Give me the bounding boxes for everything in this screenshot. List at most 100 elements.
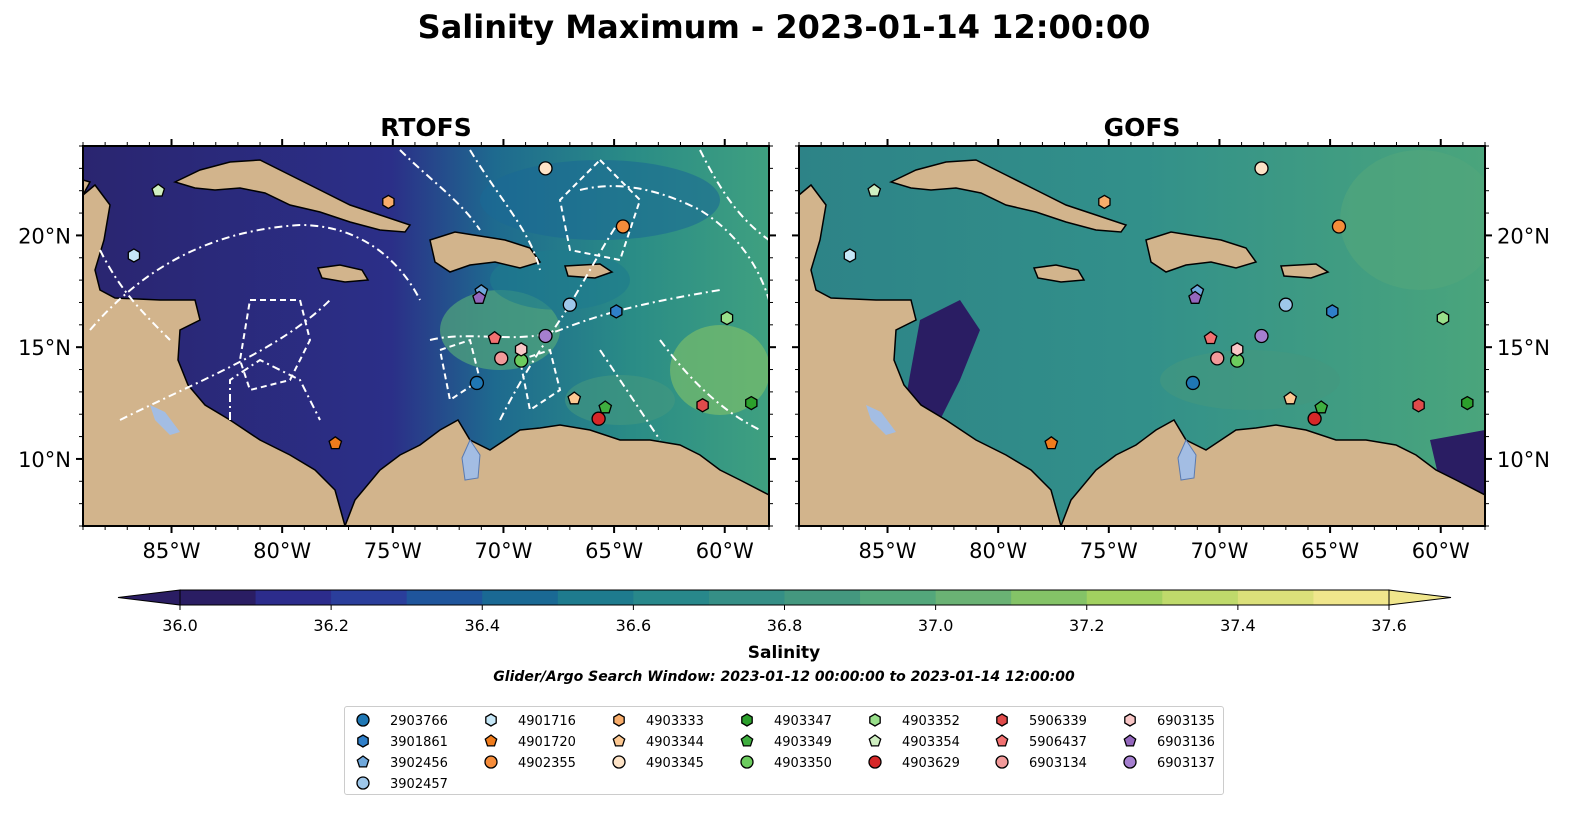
legend-marker-5906437 [995, 734, 1009, 747]
float-marker-4902355 [615, 219, 631, 234]
colorbar-cell [1313, 590, 1390, 605]
colorbar-cells [179, 589, 1390, 606]
legend-entry-6903136: 6903136 [1123, 734, 1215, 750]
colorbar-tick-label: 37.4 [1220, 616, 1256, 635]
legend-entry-5906339: 5906339 [996, 713, 1087, 729]
colorbar-cell [708, 590, 785, 605]
legend-label: 3902457 [390, 777, 448, 792]
float-marker-4903347 [745, 395, 758, 411]
colorbar-tick-label: 36.2 [313, 616, 349, 635]
legend-marker-4903344 [612, 734, 626, 747]
float-marker-4903352 [720, 310, 734, 326]
float-marker-6903135 [514, 342, 528, 357]
colorbar-tick-label: 36.4 [464, 616, 500, 635]
legend-entry-6903134: 6903134 [995, 755, 1087, 771]
legend-marker-4903629 [868, 755, 882, 769]
legend-entry-4902355: 4902355 [484, 755, 576, 771]
legend-entry-3902456: 3902456 [356, 755, 448, 771]
legend-entry-2903766: 2903766 [356, 713, 448, 729]
legend-entry-4901720: 4901720 [484, 734, 576, 750]
legend-entry-4903347: 4903347 [741, 713, 832, 729]
legend-marker-4902355 [484, 755, 498, 769]
rtofs-front-lines [89, 149, 769, 441]
float-marker-5906437 [487, 330, 502, 345]
colorbar-cell [1086, 590, 1163, 605]
legend-label: 2903766 [390, 714, 448, 729]
float-marker-4901720 [1044, 435, 1059, 450]
legend-marker-4903345 [612, 755, 626, 769]
float-marker-5906437 [1203, 330, 1218, 345]
legend-label: 4903354 [902, 735, 960, 750]
float-marker-4903629 [1307, 411, 1322, 426]
float-marker-3902457 [562, 297, 577, 312]
legend-marker-4903333 [613, 713, 625, 727]
legend-entry-4903344: 4903344 [612, 734, 704, 750]
float-marker-4902355 [1331, 219, 1347, 234]
float-marker-2903766 [1185, 375, 1201, 391]
legend-entry-4903352: 4903352 [869, 713, 960, 729]
float-marker-6903136 [472, 290, 487, 304]
x-tick-label: 80°W [969, 539, 1027, 563]
x-tick-label: 70°W [1190, 539, 1248, 563]
legend-marker-3902456 [356, 755, 370, 768]
rtofs-lake-maracaibo [461, 438, 481, 481]
colorbar-label: Salinity [748, 643, 821, 663]
colorbar-tick-label: 37.2 [1069, 616, 1105, 635]
float-marker-4903344 [1283, 391, 1298, 405]
legend-marker-3902457 [356, 776, 370, 790]
colorbar-cell [482, 590, 559, 605]
float-marker-4903349 [598, 400, 613, 414]
legend-entry-3901861: 3901861 [357, 734, 448, 750]
rtofs-mid-salinity-patch [480, 160, 720, 240]
float-marker-4903354 [151, 183, 166, 197]
float-marker-5906339 [1412, 398, 1425, 413]
legend-marker-2903766 [356, 713, 370, 727]
colorbar-cell [406, 590, 483, 605]
x-tick-label: 85°W [859, 539, 917, 563]
gofs-map-panel: GOFS 85°W 80°W 75°W 70°W 65°W 60°W 10°N 15°N 20°… [792, 113, 1550, 563]
gofs-land [799, 159, 1485, 526]
legend-label: 4901716 [518, 714, 576, 729]
gofs-float-markers [843, 161, 1474, 450]
colorbar-tick-label: 36.0 [162, 616, 198, 635]
legend-entry-5906437: 5906437 [995, 734, 1087, 750]
legend-entry-4903629: 4903629 [868, 755, 960, 771]
colorbar-tick-label: 36.8 [767, 616, 803, 635]
legend-label: 5906437 [1029, 735, 1087, 750]
legend-entry-3902457: 3902457 [356, 776, 448, 792]
float-marker-4903349 [1314, 400, 1329, 414]
float-marker-3902457 [1278, 297, 1293, 312]
gofs-map-frame [798, 145, 1486, 527]
colorbar-cell [557, 590, 634, 605]
legend-label: 3902456 [390, 756, 448, 771]
float-marker-6903134 [1210, 351, 1225, 366]
x-tick-label: 85°W [143, 539, 201, 563]
gofs-axis-ticks: 85°W 80°W 75°W 70°W 65°W 60°W 10°N 15°N 20°N [792, 139, 1550, 563]
colorbar-cell [331, 590, 408, 605]
legend-label: 4903349 [774, 735, 832, 750]
float-legend-entries: 2903766 3901861 3902456 3902457 4901716 49017… [356, 713, 1215, 792]
x-tick-label: 65°W [1301, 539, 1359, 563]
colorbar-extend-low [117, 589, 181, 606]
x-tick-label: 60°W [1412, 539, 1470, 563]
float-marker-4903347 [1461, 395, 1474, 411]
legend-marker-3901861 [357, 734, 369, 748]
float-marker-4903352 [1436, 310, 1450, 326]
legend-label: 6903135 [1157, 714, 1215, 729]
legend-marker-6903135 [1124, 713, 1136, 727]
colorbar-tick-label: 36.6 [616, 616, 652, 635]
float-marker-4903333 [1098, 194, 1111, 210]
legend-label: 4903347 [774, 714, 832, 729]
y-tick-label: 10°N [18, 448, 71, 472]
float-marker-4901716 [127, 248, 141, 263]
colorbar-cell [1162, 590, 1239, 605]
float-marker-4903629 [591, 411, 606, 426]
x-tick-label: 75°W [1080, 539, 1138, 563]
rtofs-map-frame [82, 145, 770, 527]
rtofs-map-title: RTOFS [380, 113, 472, 142]
legend-marker-4903354 [868, 734, 882, 747]
y-tick-label: 15°N [1497, 336, 1550, 360]
legend-marker-4903347 [741, 713, 753, 727]
float-marker-4903354 [867, 183, 882, 197]
colorbar-cell [1011, 590, 1088, 605]
